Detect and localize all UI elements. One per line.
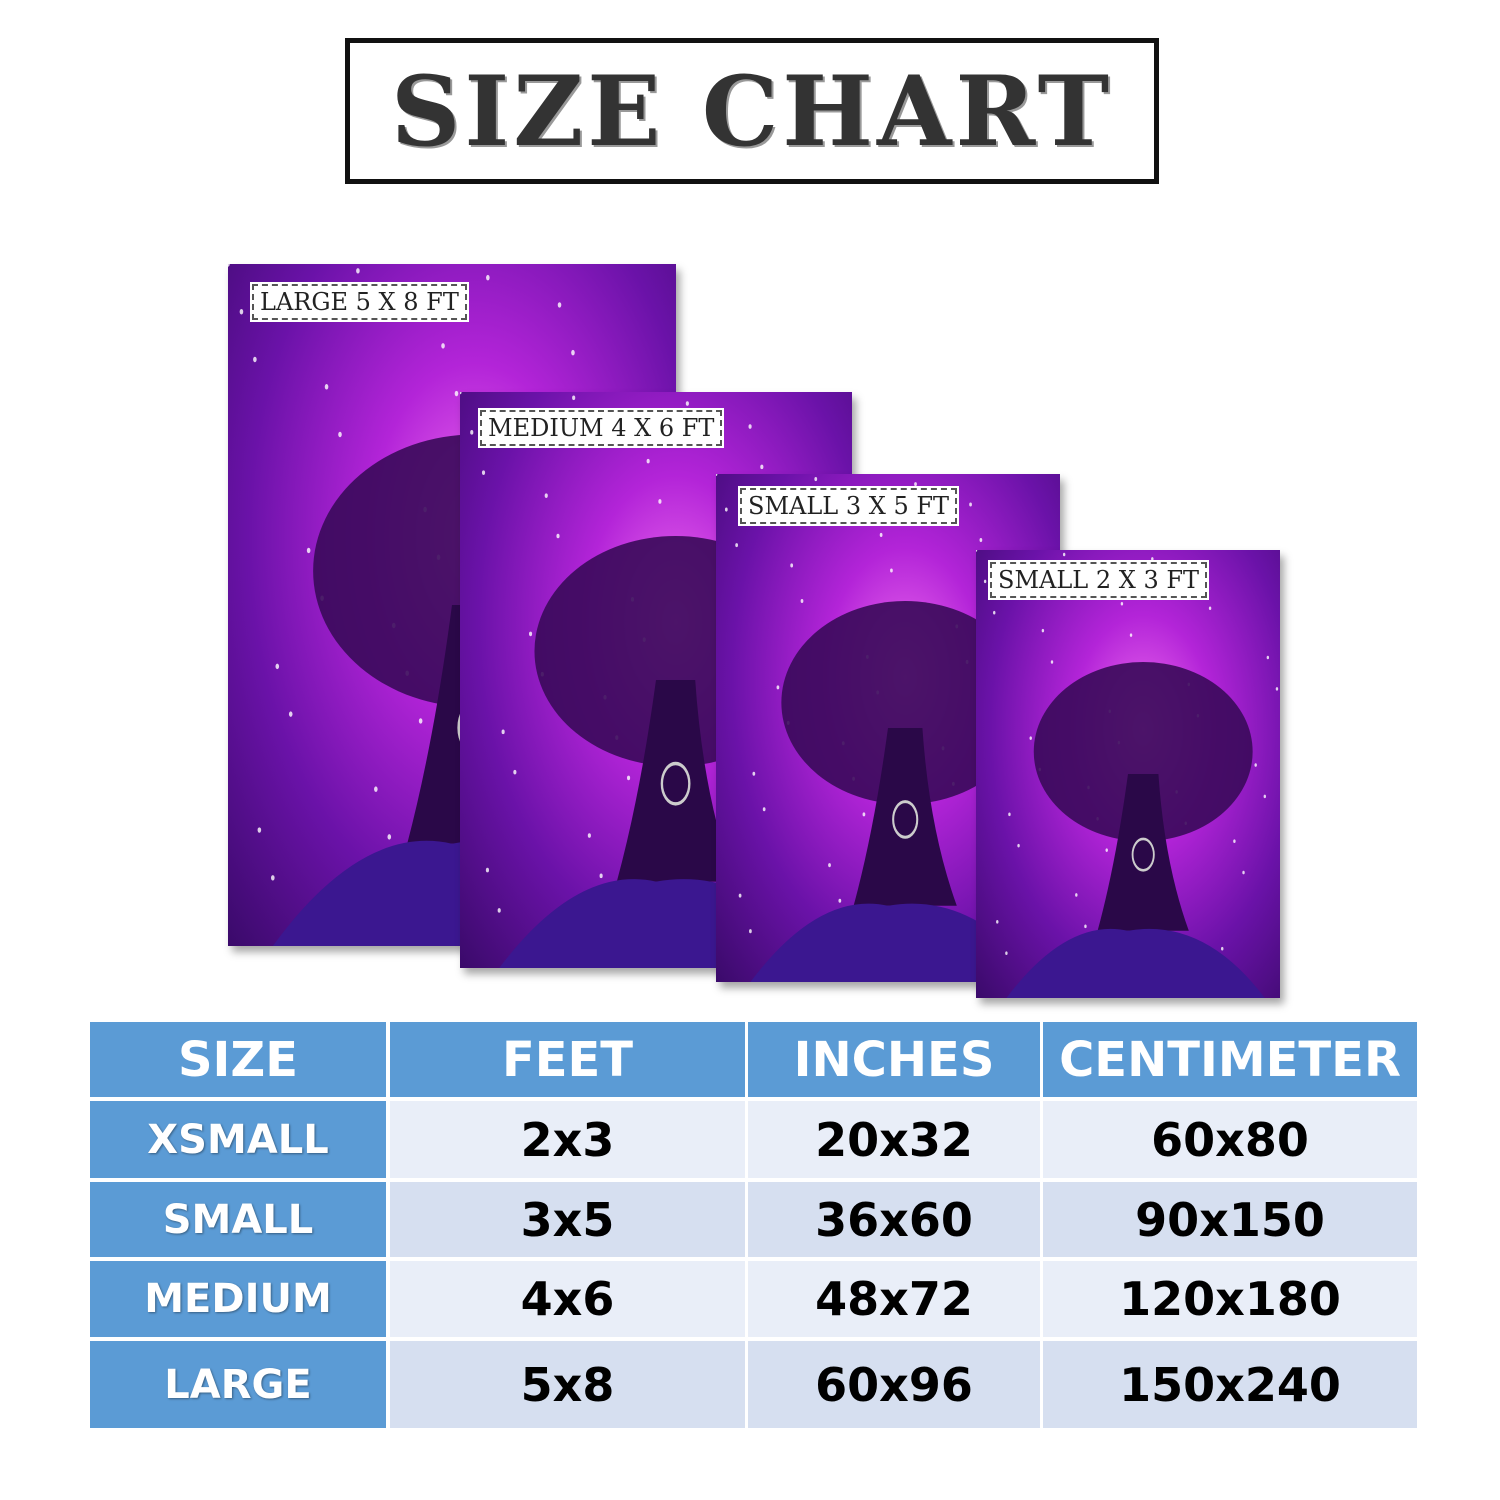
dimension-cell: 90x150 bbox=[1043, 1182, 1417, 1257]
dimension-cell: 36x60 bbox=[748, 1182, 1040, 1257]
dimension-cell: 2x3 bbox=[390, 1101, 745, 1178]
dimension-cell: 150x240 bbox=[1043, 1341, 1417, 1428]
size-name-cell: SMALL bbox=[90, 1182, 386, 1257]
page-title: SIZE CHART bbox=[390, 54, 1114, 168]
dimension-cell: 5x8 bbox=[390, 1341, 745, 1428]
dimension-cell: 60x80 bbox=[1043, 1101, 1417, 1178]
size-name-cell: LARGE bbox=[90, 1341, 386, 1428]
column-header: FEET bbox=[390, 1022, 745, 1097]
rug-size-label: LARGE 5 X 8 FT bbox=[250, 282, 469, 322]
title-banner: SIZE CHART bbox=[345, 38, 1159, 184]
dimension-cell: 48x72 bbox=[748, 1261, 1040, 1337]
dimension-cell: 3x5 bbox=[390, 1182, 745, 1257]
rug-size-label: MEDIUM 4 X 6 FT bbox=[477, 408, 725, 448]
size-name-cell: XSMALL bbox=[90, 1101, 386, 1178]
tree-artwork bbox=[976, 550, 1279, 998]
dimension-cell: 120x180 bbox=[1043, 1261, 1417, 1337]
tree-artwork bbox=[716, 474, 1058, 982]
size-name-cell: MEDIUM bbox=[90, 1261, 386, 1337]
column-header: CENTIMETER bbox=[1043, 1022, 1417, 1097]
dimension-cell: 4x6 bbox=[390, 1261, 745, 1337]
rug-size-label: SMALL 3 X 5 FT bbox=[737, 486, 960, 526]
rug-size-label: SMALL 2 X 3 FT bbox=[987, 560, 1210, 600]
dimension-cell: 60x96 bbox=[748, 1341, 1040, 1428]
column-header: INCHES bbox=[748, 1022, 1040, 1097]
dimension-cell: 20x32 bbox=[748, 1101, 1040, 1178]
rug-small-2x3: SMALL 2 X 3 FT bbox=[976, 550, 1280, 998]
column-header: SIZE bbox=[90, 1022, 386, 1097]
